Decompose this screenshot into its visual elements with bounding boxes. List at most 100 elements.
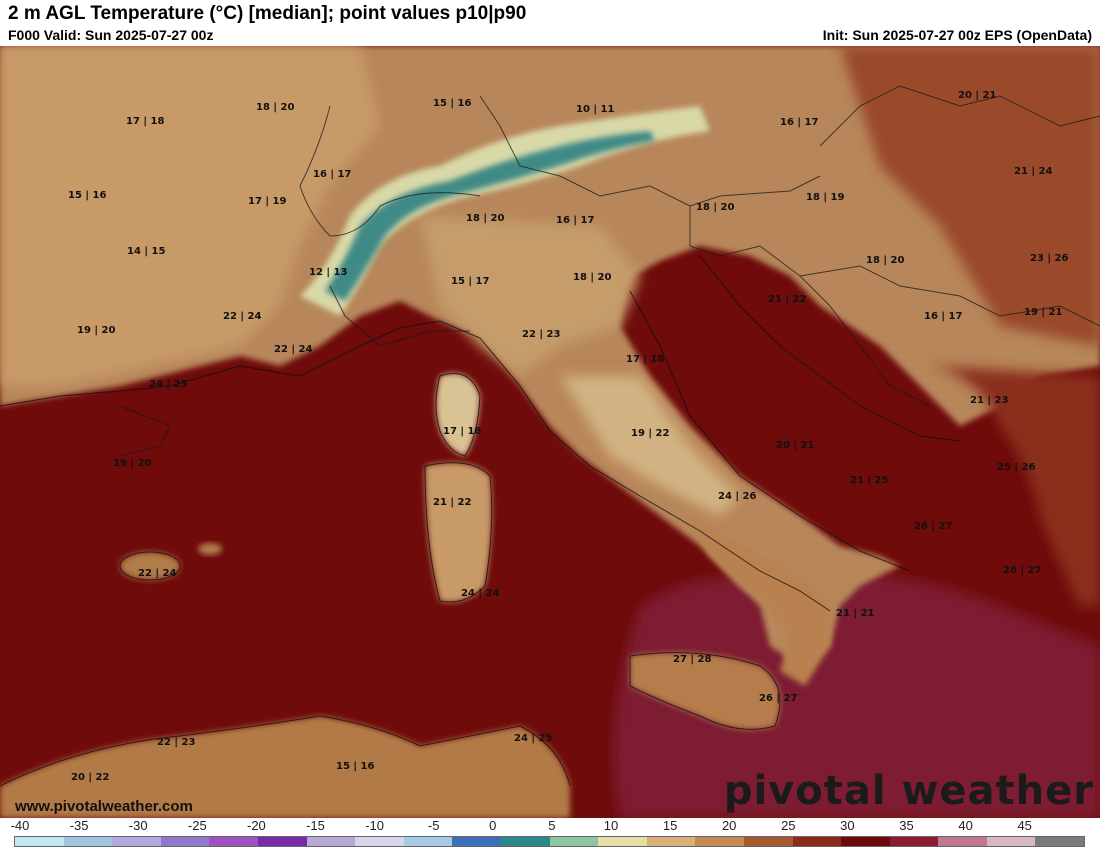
colorbar-swatch bbox=[938, 837, 987, 846]
map-title: 2 m AGL Temperature (°C) [median]; point… bbox=[8, 3, 527, 24]
point-value-label: 18 | 20 bbox=[466, 213, 504, 224]
point-value-label: 21 | 23 bbox=[970, 395, 1008, 406]
point-value-label: 19 | 21 bbox=[1024, 307, 1062, 318]
corsica-island bbox=[436, 373, 480, 456]
point-value-label: 15 | 16 bbox=[433, 98, 471, 109]
point-value-label: 17 | 19 bbox=[248, 196, 286, 207]
colorbar-tick-label: 0 bbox=[489, 818, 497, 833]
point-value-label: 21 | 25 bbox=[850, 475, 888, 486]
country-borders bbox=[119, 85, 1100, 457]
colorbar-swatch bbox=[15, 837, 64, 846]
website-url: www.pivotalweather.com bbox=[15, 798, 193, 815]
colorbar-swatch bbox=[452, 837, 501, 846]
point-value-label: 16 | 17 bbox=[556, 215, 594, 226]
colorbar-tick-label: -10 bbox=[365, 818, 384, 833]
point-value-label: 16 | 17 bbox=[313, 169, 351, 180]
colorbar-swatch bbox=[986, 837, 1036, 846]
point-value-label: 15 | 17 bbox=[451, 276, 489, 287]
point-value-label: 18 | 20 bbox=[573, 272, 611, 283]
colorbar-tick-label: 40 bbox=[958, 818, 973, 833]
point-value-label: 21 | 21 bbox=[836, 608, 874, 619]
point-value-label: 19 | 22 bbox=[631, 428, 669, 439]
ionian-warm-area bbox=[613, 574, 1100, 818]
point-value-label: 25 | 26 bbox=[997, 462, 1035, 473]
point-value-label: 18 | 19 bbox=[806, 192, 844, 203]
point-value-label: 24 | 25 bbox=[514, 733, 552, 744]
colorbar-tick-label: 35 bbox=[899, 818, 914, 833]
point-value-label: 19 | 20 bbox=[77, 325, 115, 336]
colorbar-tick-label: 45 bbox=[1017, 818, 1032, 833]
temperature-map: 17 | 18 18 | 20 15 | 16 10 | 11 16 | 17 … bbox=[0, 46, 1100, 818]
point-values-layer: 17 | 18 18 | 20 15 | 16 10 | 11 16 | 17 … bbox=[68, 90, 1068, 783]
sicily-island bbox=[630, 652, 780, 730]
colorbar-swatch bbox=[500, 837, 550, 846]
colorbar-swatch bbox=[889, 837, 939, 846]
colorbar-strip bbox=[14, 836, 1085, 847]
colorbar-swatch bbox=[841, 837, 890, 846]
colorbar-tick-label: -35 bbox=[69, 818, 89, 833]
point-value-label: 15 | 16 bbox=[68, 190, 106, 201]
map-header: 2 m AGL Temperature (°C) [median]; point… bbox=[0, 0, 1100, 46]
point-value-label: 17 | 18 bbox=[626, 354, 664, 365]
init-time: Init: Sun 2025-07-27 00z EPS (OpenData) bbox=[822, 27, 1092, 43]
point-value-label: 22 | 23 bbox=[157, 737, 195, 748]
temperature-colorbar: -40 -35 -30 -25 -20 -15 -10 -5 0 5 10 15 20 25 30 35 40 4… bbox=[0, 818, 1100, 850]
colorbar-swatch bbox=[743, 837, 793, 846]
point-value-label: 20 | 21 bbox=[958, 90, 996, 101]
colorbar-swatch bbox=[695, 837, 744, 846]
colorbar-swatch bbox=[403, 837, 453, 846]
colorbar-swatch bbox=[257, 837, 307, 846]
point-value-label: 24 | 25 bbox=[149, 379, 187, 390]
point-value-label: 10 | 11 bbox=[576, 104, 614, 115]
colorbar-tick-label: 20 bbox=[721, 818, 737, 833]
point-value-label: 24 | 26 bbox=[718, 491, 756, 502]
colorbar-swatch bbox=[209, 837, 258, 846]
colorbar-swatch bbox=[598, 837, 647, 846]
colorbar-tick-label: 10 bbox=[603, 818, 619, 833]
valid-time: F000 Valid: Sun 2025-07-27 00z bbox=[8, 27, 214, 43]
colorbar-swatch bbox=[306, 837, 356, 846]
colorbar-swatch bbox=[646, 837, 696, 846]
colorbar-tick-label: -25 bbox=[187, 818, 207, 833]
coastlines bbox=[0, 255, 961, 787]
point-value-label: 26 | 27 bbox=[1003, 565, 1041, 576]
point-value-label: 20 | 22 bbox=[71, 772, 109, 783]
point-value-label: 14 | 15 bbox=[127, 246, 165, 257]
point-value-label: 26 | 27 bbox=[759, 693, 797, 704]
point-value-label: 24 | 24 bbox=[461, 588, 499, 599]
point-value-label: 21 | 24 bbox=[1014, 166, 1052, 177]
france-warm-land bbox=[0, 46, 380, 386]
point-value-label: 23 | 26 bbox=[1030, 253, 1068, 264]
point-value-label: 22 | 24 bbox=[138, 568, 176, 579]
colorbar-swatch bbox=[549, 837, 599, 846]
point-value-label: 18 | 20 bbox=[256, 102, 294, 113]
alps-coldest-band bbox=[325, 131, 655, 301]
point-value-label: 17 | 18 bbox=[126, 116, 164, 127]
point-value-label: 21 | 22 bbox=[433, 497, 471, 508]
southern-italy-land bbox=[690, 516, 830, 686]
colorbar-swatch bbox=[355, 837, 404, 846]
north-africa-land bbox=[0, 716, 570, 818]
hungary-hot-land bbox=[840, 46, 1100, 346]
point-value-label: 18 | 20 bbox=[866, 255, 904, 266]
menorca-island bbox=[198, 543, 222, 555]
colorbar-tick-label: 15 bbox=[662, 818, 678, 833]
colorbar-tick-label: -5 bbox=[427, 818, 440, 833]
colorbar-tick-label: -15 bbox=[306, 818, 325, 833]
point-value-label: 18 | 20 bbox=[696, 202, 734, 213]
colorbar-swatch bbox=[160, 837, 210, 846]
colorbar-swatch bbox=[792, 837, 842, 846]
point-value-label: 16 | 17 bbox=[780, 117, 818, 128]
sardinia-island bbox=[425, 462, 492, 602]
point-value-label: 20 | 21 bbox=[776, 440, 814, 451]
balkans-hot-land bbox=[930, 366, 1100, 606]
point-value-label: 22 | 24 bbox=[274, 344, 312, 355]
point-value-label: 22 | 24 bbox=[223, 311, 261, 322]
point-value-label: 19 | 20 bbox=[113, 458, 151, 469]
point-value-label: 12 | 13 bbox=[309, 267, 347, 278]
point-value-label: 17 | 18 bbox=[443, 426, 481, 437]
colorbar-tick-label: 30 bbox=[840, 818, 855, 833]
central-italy-land bbox=[560, 376, 740, 516]
point-value-label: 26 | 27 bbox=[914, 521, 952, 532]
point-value-label: 27 | 28 bbox=[673, 654, 711, 665]
